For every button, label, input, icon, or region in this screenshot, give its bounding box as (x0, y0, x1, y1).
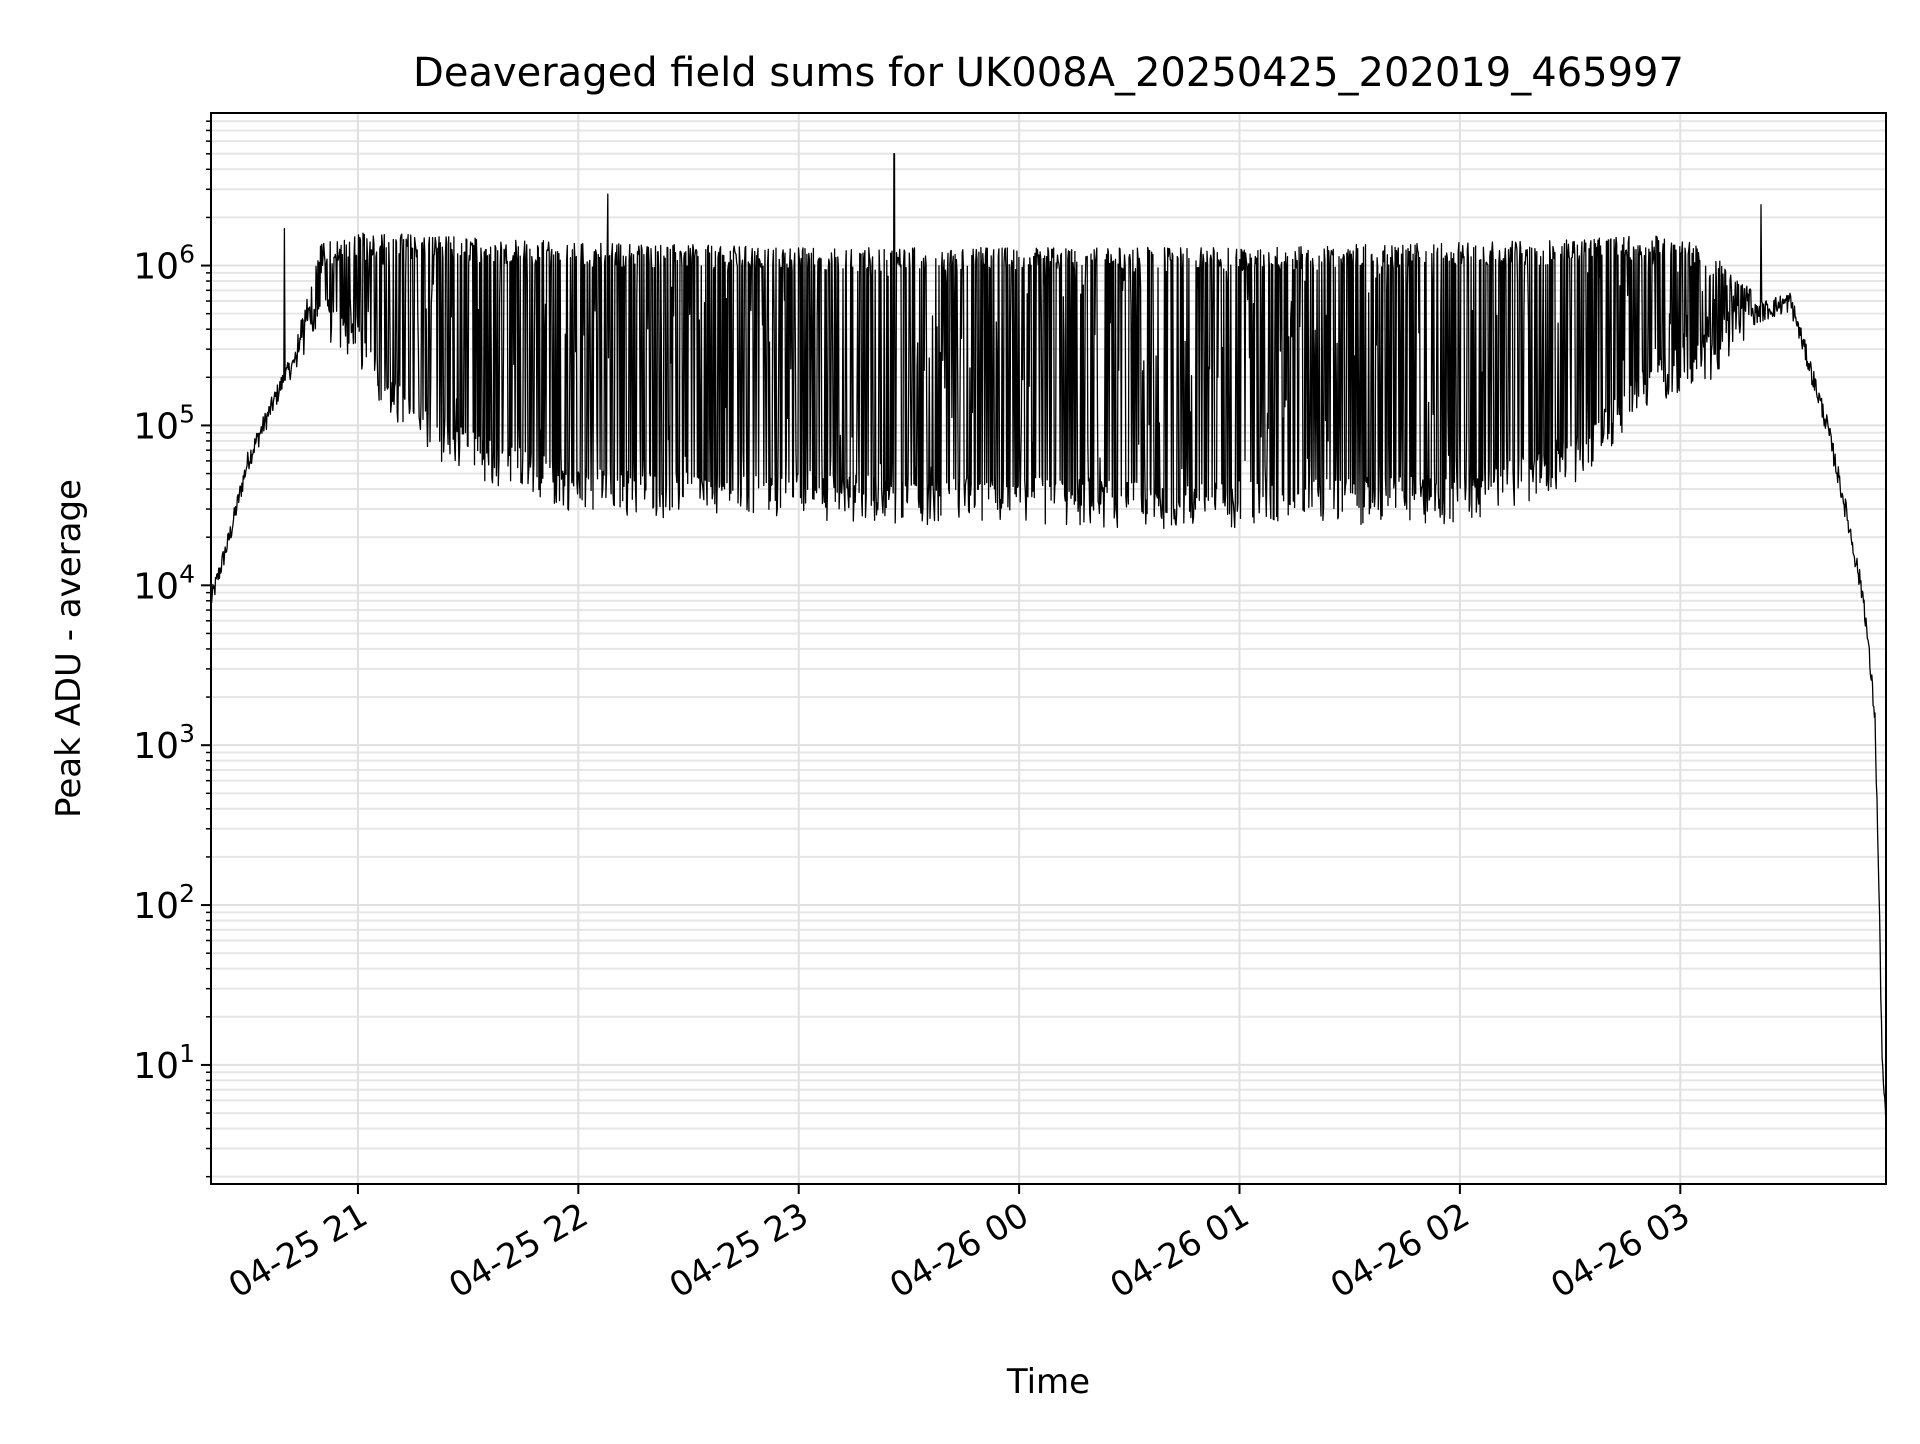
y-tick-label: 102 (133, 879, 195, 927)
series-line (210, 153, 1887, 1128)
y-axis-label: Peak ADU - average (49, 479, 89, 818)
y-tick-label: 101 (133, 1039, 195, 1087)
y-tick-label: 106 (133, 240, 195, 288)
y-tick-label: 103 (133, 719, 195, 767)
chart-title: Deaveraged field sums for UK008A_2025042… (413, 50, 1684, 96)
y-tick-label: 104 (133, 559, 195, 607)
y-tick-label: 105 (133, 399, 195, 447)
x-axis-label: Time (1006, 1362, 1090, 1402)
data-layer (210, 153, 1887, 1128)
